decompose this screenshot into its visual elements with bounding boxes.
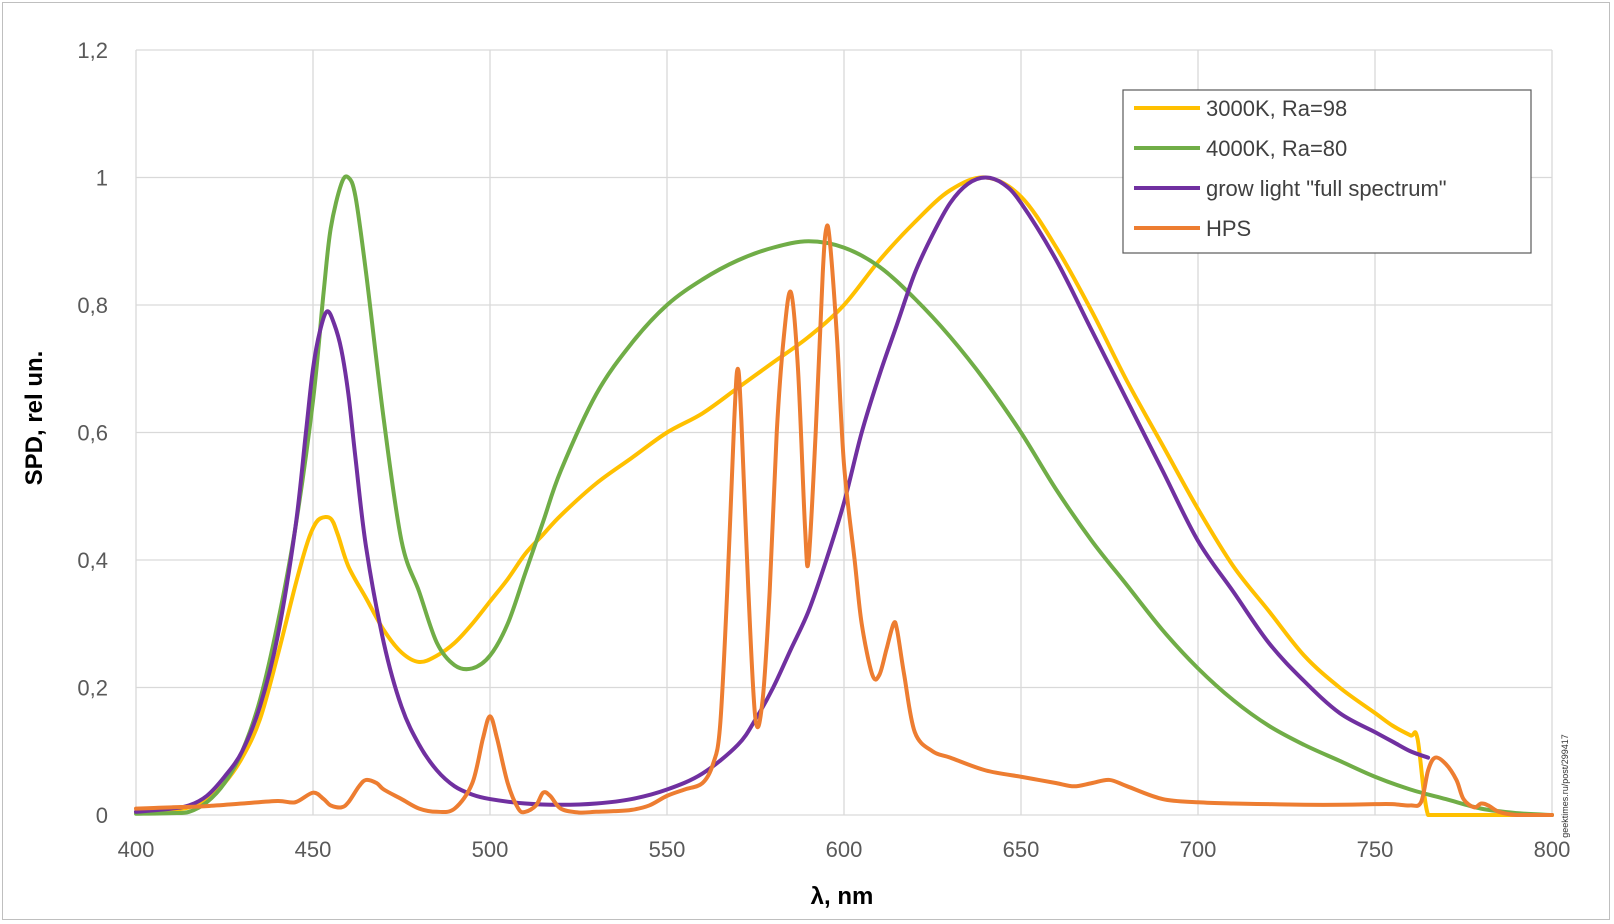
x-tick-label: 400 bbox=[118, 837, 155, 862]
x-tick-label: 550 bbox=[649, 837, 686, 862]
x-tick-label: 650 bbox=[1003, 837, 1040, 862]
series-line-3 bbox=[134, 175, 1431, 814]
axis-tick-labels: 0 0,2 0,4 0,6 0,8 1 1,2 400 450 500 550 600 650 700 75… bbox=[77, 38, 1570, 862]
y-tick-label: 0,2 bbox=[77, 676, 108, 701]
legend: 3000K, Ra=98 4000K, Ra=80 grow light "full… bbox=[1122, 89, 1532, 254]
legend-label: 4000K, Ra=80 bbox=[1206, 136, 1347, 161]
series-line-2 bbox=[134, 174, 1554, 817]
x-tick-label: 450 bbox=[295, 837, 332, 862]
x-axis-title: λ, nm bbox=[811, 883, 874, 910]
series-lines bbox=[134, 174, 1554, 817]
y-tick-label: 1,2 bbox=[77, 38, 108, 63]
y-tick-label: 0,6 bbox=[77, 421, 108, 446]
legend-box bbox=[1122, 89, 1532, 254]
x-tick-label: 500 bbox=[472, 837, 509, 862]
x-tick-label: 700 bbox=[1180, 837, 1217, 862]
legend-label: grow light "full spectrum" bbox=[1206, 176, 1447, 201]
y-tick-label: 0,4 bbox=[77, 548, 108, 573]
legend-label: 3000K, Ra=98 bbox=[1206, 96, 1347, 121]
source-annotation: geektimes.ru/post/299417 bbox=[1560, 734, 1570, 838]
y-axis-title: SPD, rel un. bbox=[21, 351, 48, 486]
x-tick-label: 750 bbox=[1357, 837, 1394, 862]
y-tick-label: 0,8 bbox=[77, 293, 108, 318]
x-tick-label: 800 bbox=[1534, 837, 1571, 862]
series-line-1 bbox=[134, 175, 1554, 817]
x-tick-label: 600 bbox=[826, 837, 863, 862]
legend-label: HPS bbox=[1206, 216, 1251, 241]
y-tick-label: 1 bbox=[96, 166, 108, 191]
series-line-4 bbox=[134, 223, 1554, 817]
y-tick-label: 0 bbox=[96, 803, 108, 828]
